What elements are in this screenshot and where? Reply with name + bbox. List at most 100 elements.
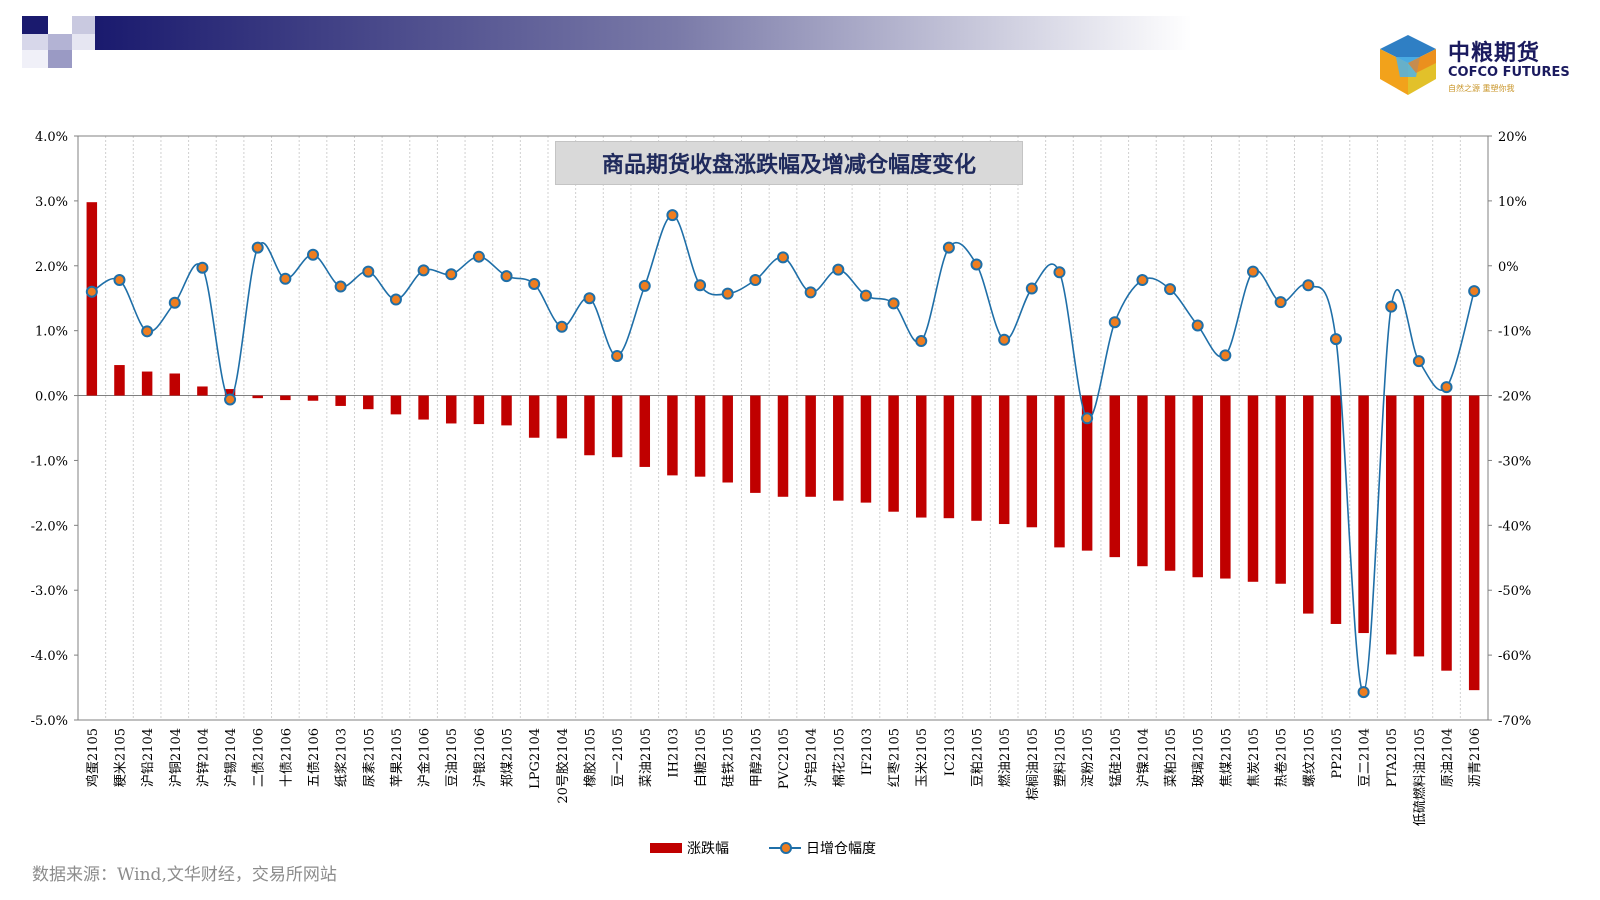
cofco-logo: 中粮期货 COFCO FUTURES 自然之源 重塑你我 — [1380, 33, 1580, 97]
bar — [1220, 395, 1231, 579]
line-point — [168, 296, 181, 309]
line-point — [887, 297, 900, 310]
bar — [1303, 395, 1314, 614]
category-label: 塑料2105 — [1053, 728, 1068, 787]
bar — [390, 395, 402, 415]
line-point — [1302, 279, 1315, 292]
line-point — [389, 293, 402, 306]
bar — [86, 202, 98, 396]
category-label: 沪金2106 — [417, 728, 433, 787]
category-label: 豆一2105 — [611, 728, 626, 787]
left-axis-tick: -2.0% — [31, 519, 68, 534]
line-point — [777, 251, 789, 264]
bar — [943, 395, 955, 519]
category-label: 沪锡2104 — [223, 728, 239, 787]
left-axis-tick: -5.0% — [31, 714, 68, 729]
category-label: 沪铜2104 — [168, 728, 184, 787]
bar — [307, 395, 319, 401]
legend: 涨跌幅 日增仓幅度 — [650, 838, 916, 858]
header-gradient-band — [22, 16, 1385, 68]
category-label: IF2103 — [860, 728, 875, 775]
category-label: 郑煤2105 — [501, 728, 516, 787]
line-point — [1191, 319, 1204, 332]
bar — [888, 395, 899, 512]
right-axis-tick: -60% — [1498, 649, 1531, 664]
line-point — [1412, 355, 1425, 368]
category-label: PVC2105 — [777, 728, 792, 789]
line-point — [638, 279, 651, 292]
left-axis-tick: -1.0% — [31, 454, 68, 469]
category-label: 橡胶2105 — [582, 728, 598, 787]
line-point — [555, 320, 568, 333]
bar — [1275, 395, 1286, 584]
bar — [141, 371, 153, 396]
bar-series — [86, 202, 1480, 691]
bar — [1413, 395, 1425, 657]
bar — [473, 395, 485, 425]
category-label: 螺纹2105 — [1302, 728, 1317, 787]
left-axis-tick: 1.0% — [35, 325, 68, 340]
bar — [971, 395, 982, 521]
category-label: LPG2104 — [528, 728, 543, 789]
bar — [833, 395, 844, 501]
tick-labels: 4.0% 3.0% 2.0% 1.0% 0.0% -1.0% -2.0% -3.0% -4.0%… — [31, 130, 1532, 729]
category-label: PTA2105 — [1385, 728, 1400, 787]
category-label: 菜油2105 — [639, 728, 654, 787]
line-point — [1440, 381, 1453, 394]
line-point — [1108, 316, 1121, 329]
plot-border — [77, 135, 1489, 721]
category-label: 甲醇2105 — [748, 728, 764, 787]
bar — [363, 395, 374, 410]
left-axis-tick: 4.0% — [35, 130, 68, 145]
category-label: 焦煤2105 — [1219, 728, 1234, 787]
bar — [777, 395, 789, 497]
left-axis-tick: -3.0% — [31, 584, 68, 599]
category-label: 棕榈油2105 — [1026, 728, 1041, 800]
category-label: 沪镍2104 — [1135, 728, 1151, 787]
category-label: 尿素2105 — [362, 728, 377, 787]
bar — [1109, 395, 1121, 558]
chart-title: 商品期货收盘涨跌幅及增减仓幅度变化 — [601, 153, 976, 178]
category-label: 粳米2105 — [113, 728, 128, 787]
category-label: 红枣2105 — [887, 728, 903, 787]
category-label: 菜粕2105 — [1164, 728, 1179, 787]
bar — [611, 395, 623, 458]
bar — [418, 395, 429, 420]
bar — [722, 395, 733, 483]
line-point — [583, 292, 596, 305]
logo-slogan: 自然之源 重塑你我 — [1448, 84, 1515, 93]
bar — [998, 395, 1010, 525]
category-label: 十债2106 — [279, 728, 294, 787]
right-axis-tick: -30% — [1498, 454, 1531, 469]
line-point — [445, 268, 458, 281]
category-label: 沪锌2104 — [195, 728, 211, 787]
line-point — [1081, 412, 1094, 425]
chart-title-box: 商品期货收盘涨跌幅及增减仓幅度变化 — [555, 141, 1023, 185]
category-label: 沪铝2104 — [804, 728, 820, 787]
legend-item-line: 日增仓幅度 — [769, 838, 876, 858]
bar — [750, 395, 761, 493]
legend-swatch-line — [769, 842, 801, 854]
gridlines — [105, 136, 1461, 720]
right-axis-tick: -10% — [1498, 325, 1531, 340]
line-point — [998, 333, 1011, 346]
source-note: 数据来源：Wind,文华财经，交易所网站 — [32, 865, 337, 885]
bar — [224, 389, 236, 396]
left-axis-tick: -4.0% — [31, 649, 68, 664]
category-label: 纸浆2103 — [335, 728, 350, 787]
category-label: 焦炭2105 — [1247, 728, 1262, 787]
category-label: 锰硅2105 — [1109, 728, 1124, 787]
category-label: 硅铁2105 — [722, 728, 737, 787]
bar — [1247, 395, 1259, 582]
bar — [860, 395, 872, 503]
line-point — [1468, 285, 1481, 298]
bar — [528, 395, 540, 438]
line-point — [666, 209, 679, 222]
bar — [1137, 395, 1148, 567]
line-point — [85, 285, 98, 298]
category-label: 淀粉2105 — [1081, 728, 1096, 787]
bar — [280, 395, 291, 401]
legend-label-bar: 涨跌幅 — [687, 841, 729, 857]
legend-item-bar: 涨跌幅 — [650, 838, 729, 858]
left-axis-tick: 2.0% — [35, 260, 68, 275]
